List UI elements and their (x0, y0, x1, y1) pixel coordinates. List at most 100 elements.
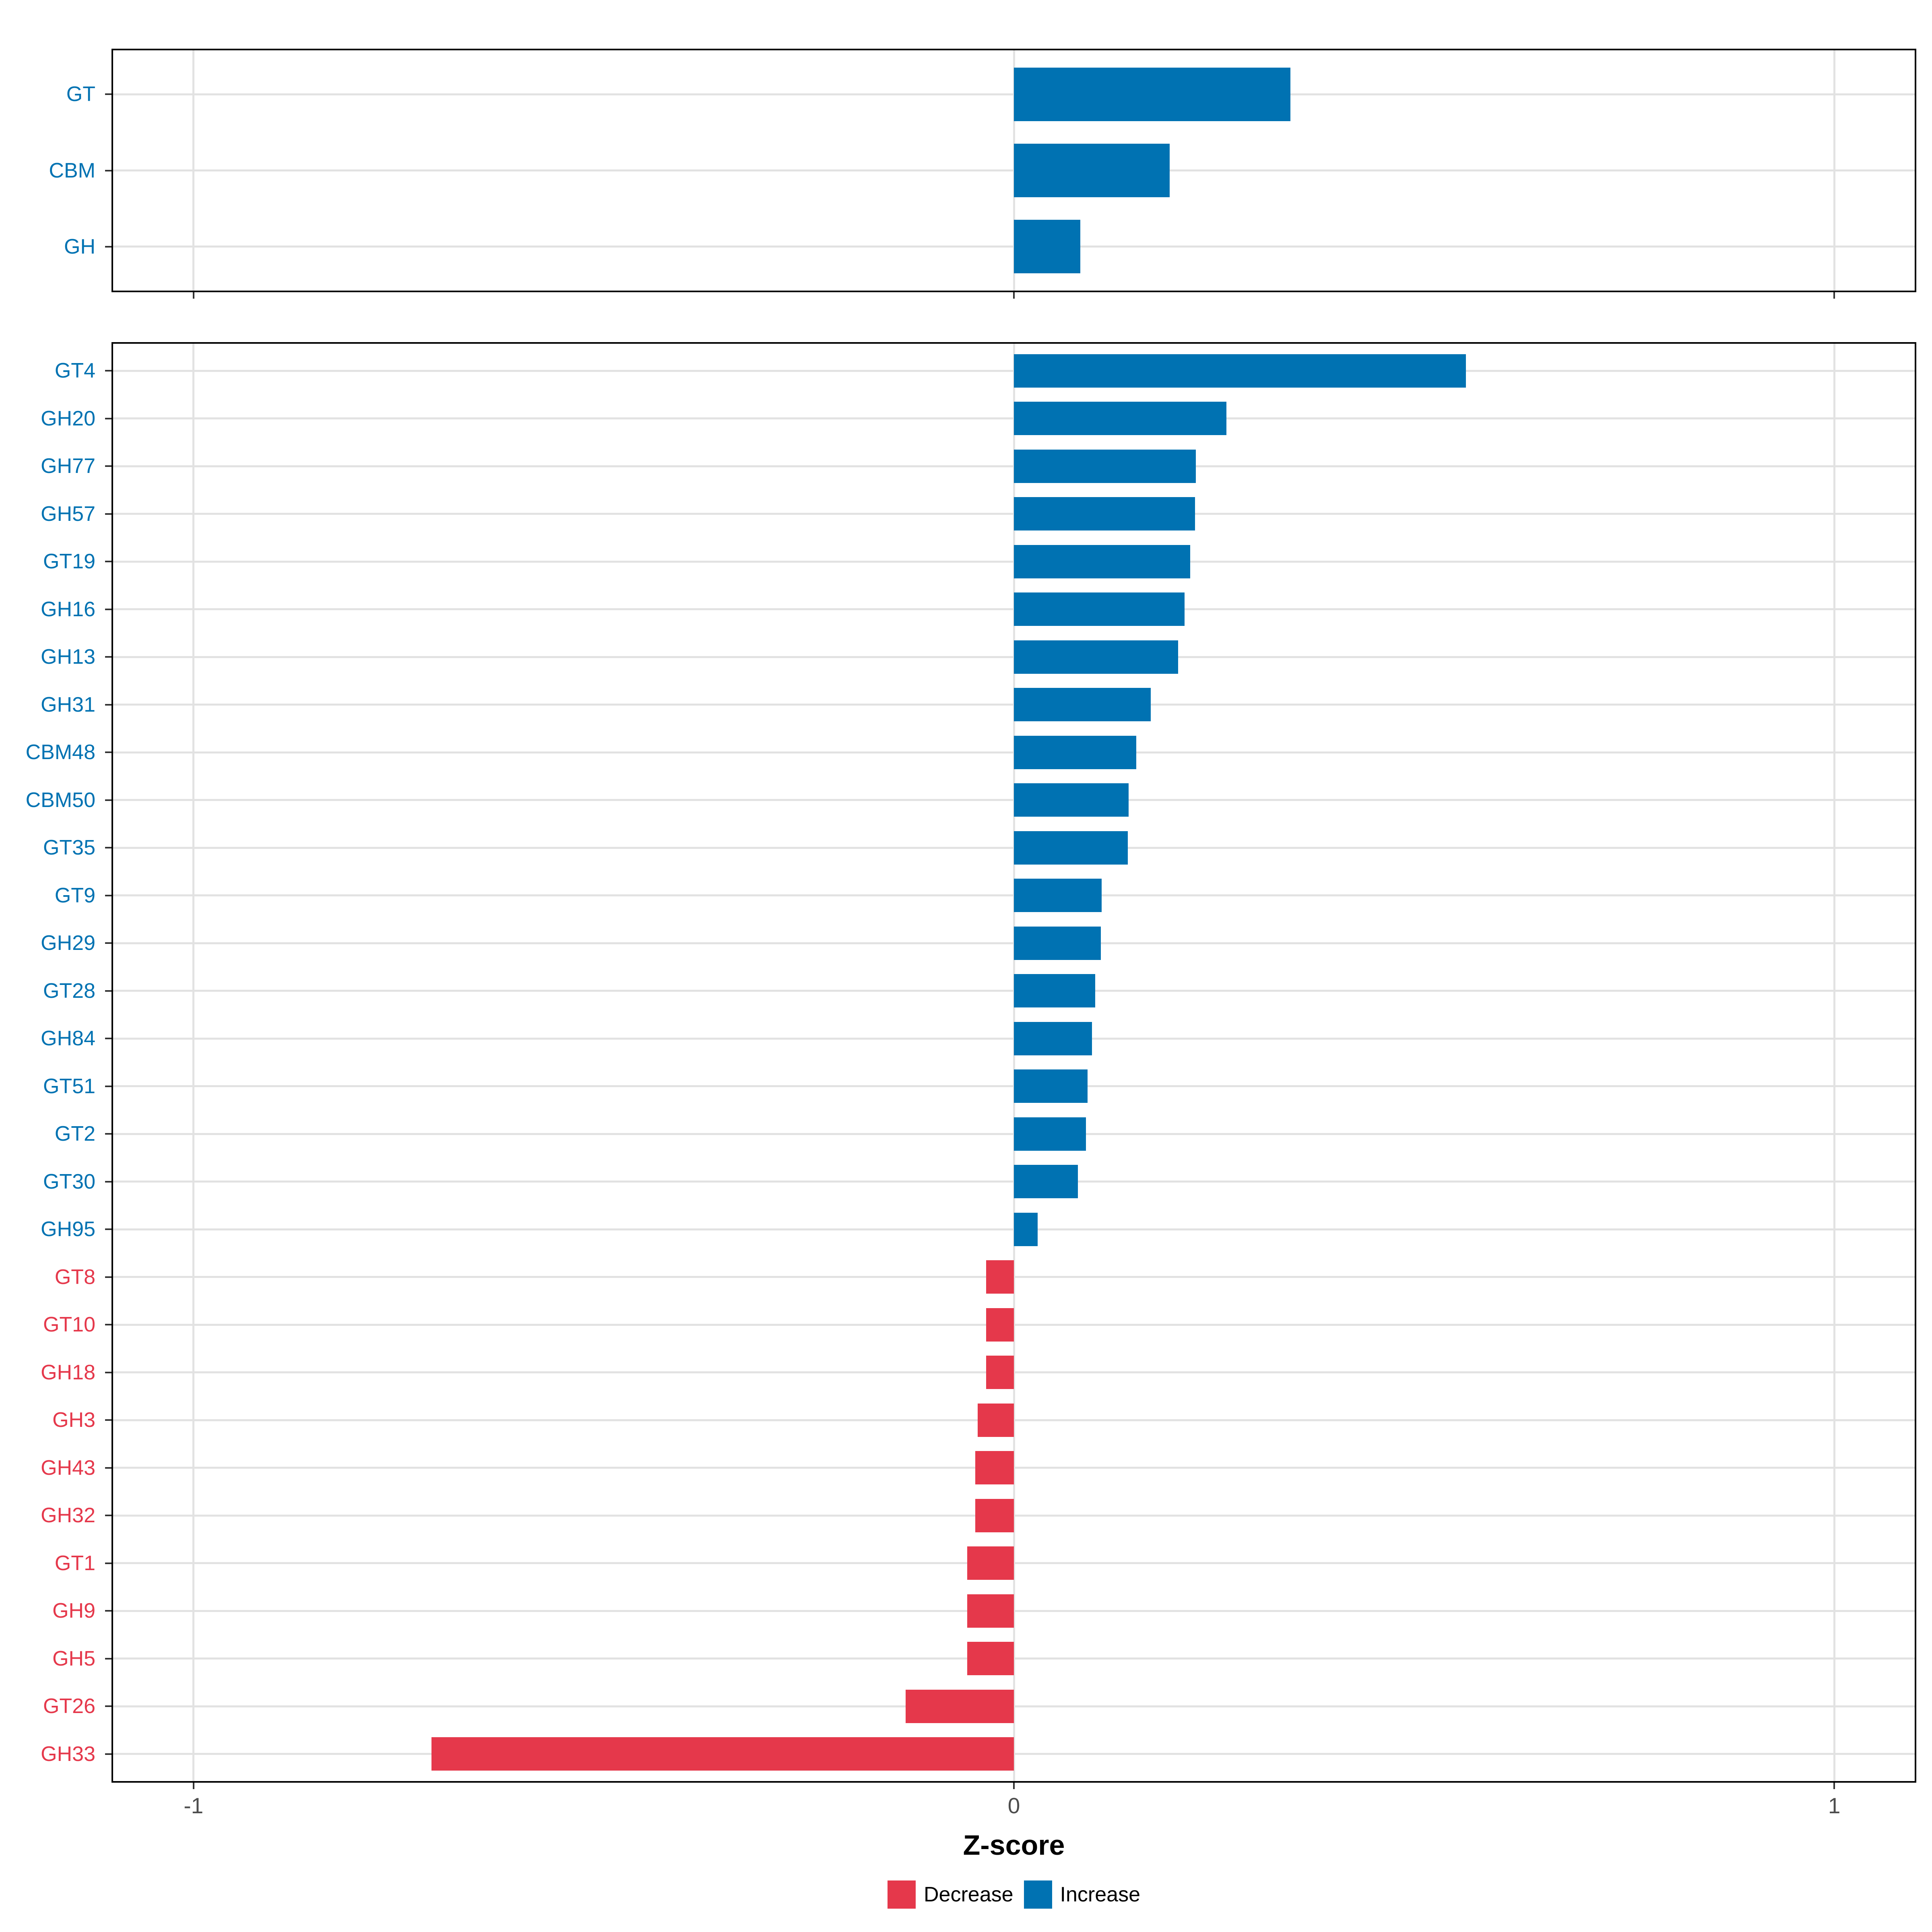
legend-item-decrease: Decrease (887, 1880, 1013, 1909)
category-label-GT8: GT8 (54, 1265, 95, 1289)
legend: Decrease Increase (111, 1876, 1916, 1913)
y-tick-GH84 (105, 1038, 111, 1040)
category-label-GH77: GH77 (41, 454, 95, 478)
y-tick-GT1 (105, 1562, 111, 1564)
y-tick-GH13 (105, 656, 111, 658)
gridline-x-0 (1013, 342, 1015, 1783)
gridline-row-GH32 (111, 1514, 1916, 1517)
bar-GT35 (1014, 831, 1128, 865)
y-tick-GT10 (105, 1324, 111, 1326)
category-label-GH57: GH57 (41, 502, 95, 526)
category-label-GH5: GH5 (52, 1647, 95, 1670)
bar-GT8 (986, 1260, 1014, 1294)
y-tick-GH (105, 246, 111, 248)
category-label-GH18: GH18 (41, 1360, 95, 1384)
bar-GH20 (1014, 402, 1226, 436)
gridline-row-GH33 (111, 1753, 1916, 1755)
gridline-row-GT10 (111, 1323, 1916, 1326)
category-label-GT19: GT19 (43, 550, 95, 574)
bar-CBM48 (1014, 735, 1136, 769)
x-tick-1 (1833, 1783, 1835, 1789)
gridline-x-1 (1833, 342, 1835, 1783)
x-tick--1 (192, 1783, 194, 1789)
bar-GT51 (1014, 1069, 1088, 1103)
y-tick-GH16 (105, 608, 111, 610)
legend-label-increase: Increase (1060, 1883, 1140, 1906)
category-label-CBM48: CBM48 (25, 741, 95, 764)
x-tick-0 (1013, 1783, 1015, 1789)
y-tick-GH95 (105, 1228, 111, 1230)
bar-GT2 (1014, 1117, 1086, 1151)
gridline-row-GT8 (111, 1276, 1916, 1278)
gridline-row-GH43 (111, 1467, 1916, 1469)
legend-item-increase: Increase (1024, 1880, 1140, 1909)
bar-GH9 (967, 1594, 1014, 1628)
bar-GH3 (978, 1403, 1014, 1437)
bar-GH13 (1014, 640, 1178, 674)
gridline-row-GT26 (111, 1705, 1916, 1707)
category-label-GH9: GH9 (52, 1599, 95, 1623)
bar-GT26 (905, 1689, 1014, 1723)
y-tick-GH18 (105, 1371, 111, 1373)
bar-GH33 (431, 1737, 1014, 1771)
gridline-row-GH9 (111, 1610, 1916, 1612)
bar-GH31 (1014, 688, 1151, 722)
bar-GH16 (1014, 592, 1185, 626)
category-label-GH43: GH43 (41, 1456, 95, 1480)
category-label-GT30: GT30 (43, 1170, 95, 1193)
y-tick-GH33 (105, 1753, 111, 1755)
y-tick-GT4 (105, 370, 111, 372)
legend-swatch-increase (1024, 1880, 1052, 1909)
category-label-GH29: GH29 (41, 931, 95, 955)
y-tick-CBM48 (105, 751, 111, 753)
category-label-GT1: GT1 (54, 1551, 95, 1575)
bar-CBM50 (1014, 783, 1129, 817)
x-tick--1 (192, 292, 194, 299)
y-tick-GH77 (105, 465, 111, 467)
category-label-GT4: GT4 (54, 359, 95, 383)
category-label-GH3: GH3 (52, 1408, 95, 1432)
y-tick-CBM (105, 169, 111, 171)
category-label-GH: GH (64, 235, 95, 258)
bar-GH32 (975, 1499, 1014, 1532)
bar-GT30 (1014, 1165, 1078, 1199)
category-label-GH31: GH31 (41, 693, 95, 716)
category-label-GH13: GH13 (41, 645, 95, 669)
bar-GH (1014, 220, 1081, 273)
bar-GT19 (1014, 545, 1191, 578)
category-label-GH32: GH32 (41, 1504, 95, 1527)
gridline-row-GT1 (111, 1562, 1916, 1565)
y-tick-GH5 (105, 1657, 111, 1660)
x-tick-label-0: 0 (1007, 1793, 1020, 1818)
y-tick-GH43 (105, 1467, 111, 1469)
legend-label-decrease: Decrease (923, 1883, 1013, 1906)
category-label-GT9: GT9 (54, 883, 95, 907)
category-label-GT26: GT26 (43, 1695, 95, 1718)
y-tick-GT51 (105, 1085, 111, 1087)
bar-GT10 (986, 1308, 1014, 1342)
y-tick-GT35 (105, 847, 111, 849)
category-label-GH95: GH95 (41, 1218, 95, 1241)
category-label-GH16: GH16 (41, 597, 95, 621)
category-label-GT: GT (66, 83, 95, 106)
y-tick-GH31 (105, 704, 111, 706)
y-tick-GT9 (105, 894, 111, 896)
category-label-GT10: GT10 (43, 1313, 95, 1337)
bar-GT9 (1014, 879, 1102, 912)
y-tick-GT30 (105, 1181, 111, 1183)
x-tick-label--1: -1 (184, 1793, 204, 1818)
y-tick-GH57 (105, 513, 111, 515)
bar-GT1 (967, 1546, 1014, 1580)
y-tick-GT2 (105, 1133, 111, 1135)
x-tick-label-1: 1 (1828, 1793, 1841, 1818)
category-label-CBM: CBM (49, 159, 95, 182)
gridline-row-GH5 (111, 1657, 1916, 1660)
bar-GH95 (1014, 1212, 1038, 1246)
bar-GT28 (1014, 974, 1095, 1008)
panel-cazyme-classes (111, 49, 1916, 292)
x-tick-0 (1013, 292, 1015, 299)
category-label-CBM50: CBM50 (25, 788, 95, 812)
y-tick-GH9 (105, 1610, 111, 1612)
y-tick-CBM50 (105, 799, 111, 801)
y-tick-GT8 (105, 1276, 111, 1278)
